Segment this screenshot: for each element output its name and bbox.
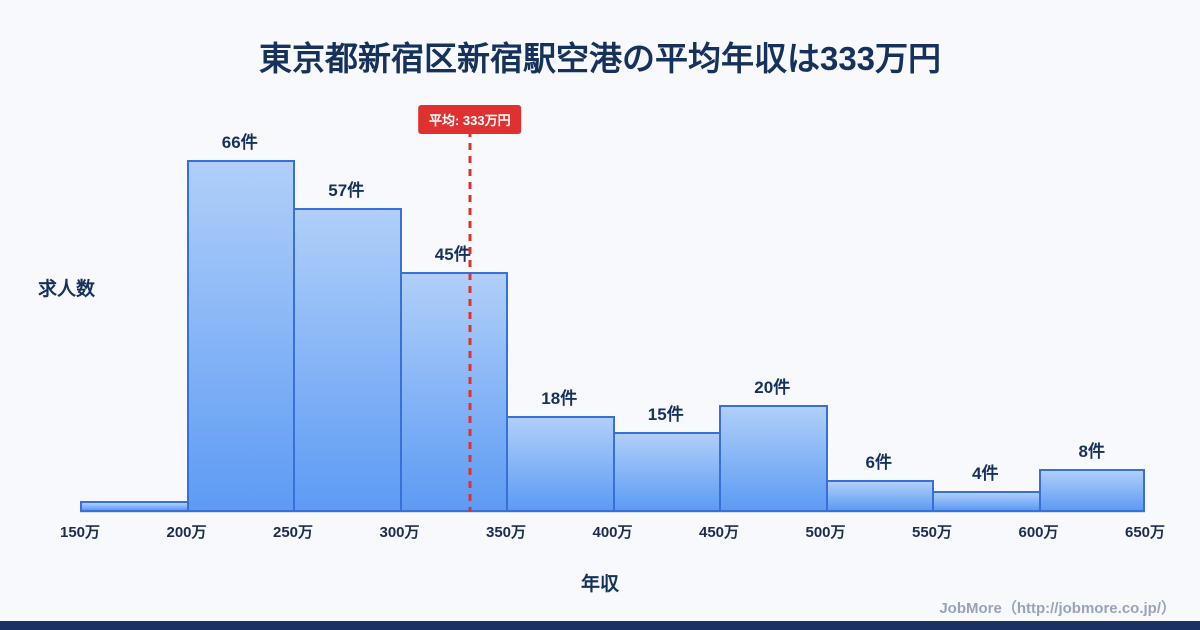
x-tick-label: 600万 — [1018, 524, 1059, 541]
histogram-bar — [399, 272, 508, 512]
x-tick-label: 200万 — [166, 524, 207, 541]
x-axis-label: 年収 — [580, 574, 619, 595]
histogram-bar — [612, 432, 721, 512]
page-title: 東京都新宿区新宿駅空港の平均年収は333万円 — [258, 40, 942, 77]
bottom-accent-bar — [0, 621, 1200, 630]
average-badge: 平均: 333万円 — [417, 105, 522, 134]
x-axis-line — [80, 512, 1145, 513]
bar-value-label: 4件 — [972, 463, 999, 483]
histogram-bar — [506, 416, 615, 512]
bar-value-label: 6件 — [865, 453, 892, 472]
bar-value-label: 8件 — [1078, 442, 1105, 462]
plot-area: 平均: 333万円 66件 57件 45件 18件 15件 20件 6件 4件 8件 — [80, 100, 1145, 513]
average-line — [468, 130, 472, 512]
x-tick-label: 250万 — [272, 524, 314, 541]
bar-value-label: 20件 — [754, 378, 791, 398]
x-tick-label: 450万 — [698, 524, 740, 541]
x-axis-ticks: 150万 200万 250万 300万 350万 400万 450万 500万 550万 600万… — [60, 521, 1165, 543]
x-tick-label: 300万 — [379, 524, 420, 541]
histogram-bar — [186, 160, 295, 512]
x-tick-label: 500万 — [805, 524, 846, 541]
x-tick-label: 550万 — [911, 524, 953, 541]
bar-value-label: 45件 — [434, 245, 471, 264]
histogram-bar — [719, 405, 828, 512]
histogram-bar — [293, 208, 402, 512]
histogram-bar — [80, 501, 189, 512]
histogram-bar — [825, 480, 934, 512]
bar-value-label: 57件 — [328, 181, 365, 200]
histogram-bar — [1038, 469, 1145, 512]
footer-credit: JobMore（http://jobmore.co.jp/） — [939, 600, 1176, 617]
bar-value-label: 15件 — [647, 405, 684, 424]
bar-value-label: 18件 — [541, 389, 578, 408]
x-tick-label: 650万 — [1124, 524, 1166, 541]
x-tick-label: 350万 — [485, 524, 527, 541]
x-tick-label: 400万 — [592, 524, 633, 541]
y-axis-label: 求人数 — [38, 279, 96, 300]
bar-value-label: 66件 — [221, 133, 258, 152]
x-tick-label: 150万 — [59, 524, 101, 541]
histogram-bar — [932, 490, 1041, 512]
